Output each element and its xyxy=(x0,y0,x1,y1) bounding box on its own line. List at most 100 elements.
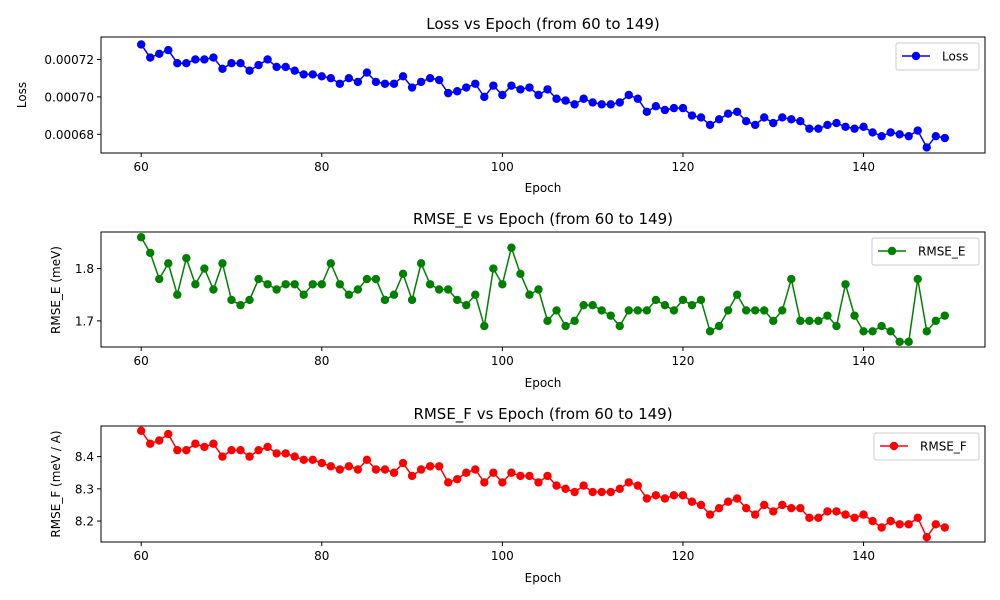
data-point xyxy=(290,280,299,289)
data-point xyxy=(317,458,326,468)
data-point xyxy=(741,503,751,513)
data-point xyxy=(155,274,164,284)
data-point xyxy=(660,105,670,115)
data-point xyxy=(886,128,895,137)
data-point xyxy=(489,468,498,477)
subplot-loss-xticks: 60 80 100 120 140 xyxy=(134,153,875,174)
data-point xyxy=(841,510,850,519)
data-point xyxy=(606,311,615,320)
data-point xyxy=(778,113,787,122)
legend-frame xyxy=(873,432,980,461)
data-point xyxy=(353,77,363,87)
subplot-rmse-e-axes-frame xyxy=(100,231,986,348)
data-point xyxy=(850,513,859,523)
data-point xyxy=(263,55,272,64)
data-point xyxy=(588,98,597,107)
data-point xyxy=(886,516,895,526)
data-point xyxy=(434,285,444,294)
data-point xyxy=(290,66,299,75)
data-point xyxy=(453,295,462,305)
data-point xyxy=(642,306,652,315)
data-point xyxy=(705,120,715,130)
data-point xyxy=(281,449,290,458)
data-point xyxy=(624,478,633,487)
subplot-rmse-f-legend: RMSE_F xyxy=(873,432,980,461)
data-point xyxy=(498,478,507,487)
data-point xyxy=(751,306,760,315)
data-point xyxy=(308,455,317,465)
data-point xyxy=(299,455,308,465)
data-point xyxy=(480,321,489,331)
data-point xyxy=(732,290,742,299)
data-point xyxy=(326,259,335,268)
data-point xyxy=(859,122,868,132)
data-point xyxy=(398,458,408,468)
subplot-loss-title: Loss vs Epoch (from 60 to 149) xyxy=(426,15,660,33)
data-point xyxy=(904,520,913,529)
y-tick-label: 8.3 xyxy=(75,482,94,496)
x-tick-label: 80 xyxy=(314,354,329,368)
subplot-loss: Loss vs Epoch (from 60 to 149) 60 80 100 12… xyxy=(15,15,986,195)
data-point xyxy=(326,462,335,471)
subplot-loss-axes-frame xyxy=(100,36,986,154)
data-point xyxy=(868,128,877,137)
data-point xyxy=(416,465,426,474)
data-point xyxy=(200,442,209,452)
data-point xyxy=(859,510,868,519)
legend-label-rmse-e: RMSE_E xyxy=(918,245,965,259)
data-point xyxy=(841,122,850,132)
data-point xyxy=(760,306,769,315)
data-point xyxy=(877,321,886,331)
data-point xyxy=(227,58,236,68)
data-point xyxy=(480,478,489,487)
data-point xyxy=(769,118,778,128)
data-point xyxy=(146,439,155,448)
data-point xyxy=(462,83,471,92)
data-point xyxy=(895,337,904,346)
subplot-loss-xlabel: Epoch xyxy=(525,181,562,195)
data-point xyxy=(182,58,191,68)
data-point xyxy=(480,92,489,102)
data-point xyxy=(290,452,299,461)
x-tick-label: 140 xyxy=(852,354,875,368)
data-point xyxy=(254,60,263,70)
data-point xyxy=(371,274,381,284)
data-point xyxy=(218,452,227,461)
data-point xyxy=(308,70,317,79)
data-point xyxy=(209,285,218,294)
subplot-rmse-e-series xyxy=(136,233,950,346)
data-point xyxy=(146,53,155,62)
data-point xyxy=(471,465,480,474)
data-point xyxy=(236,445,245,455)
data-point xyxy=(669,103,679,113)
data-point xyxy=(353,465,363,474)
data-point xyxy=(705,327,715,336)
data-point xyxy=(570,487,579,497)
data-point xyxy=(453,87,462,96)
data-point xyxy=(425,462,435,471)
data-point xyxy=(678,103,688,113)
data-point xyxy=(714,115,724,124)
data-point xyxy=(443,88,453,98)
subplot-rmse-e-xticks: 60 80 100 120 140 xyxy=(134,347,875,368)
data-point xyxy=(796,316,805,326)
data-point xyxy=(489,81,498,90)
subplot-rmse-f-xticks: 60 80 100 120 140 xyxy=(134,542,875,563)
data-point xyxy=(579,94,588,103)
data-point xyxy=(389,468,399,477)
data-point xyxy=(678,491,688,500)
data-point xyxy=(191,55,200,64)
data-point xyxy=(407,471,417,481)
data-point xyxy=(335,79,345,88)
data-point xyxy=(200,55,209,64)
data-point xyxy=(173,290,182,299)
data-point xyxy=(507,468,516,477)
data-point xyxy=(931,316,940,326)
data-point xyxy=(561,321,570,331)
data-point xyxy=(380,295,390,305)
legend-frame xyxy=(895,42,980,71)
y-tick-label: 8.4 xyxy=(75,450,94,464)
data-point xyxy=(543,85,552,94)
subplot-rmse-e: RMSE_E vs Epoch (from 60 to 149) 60 80 100… xyxy=(49,210,986,390)
